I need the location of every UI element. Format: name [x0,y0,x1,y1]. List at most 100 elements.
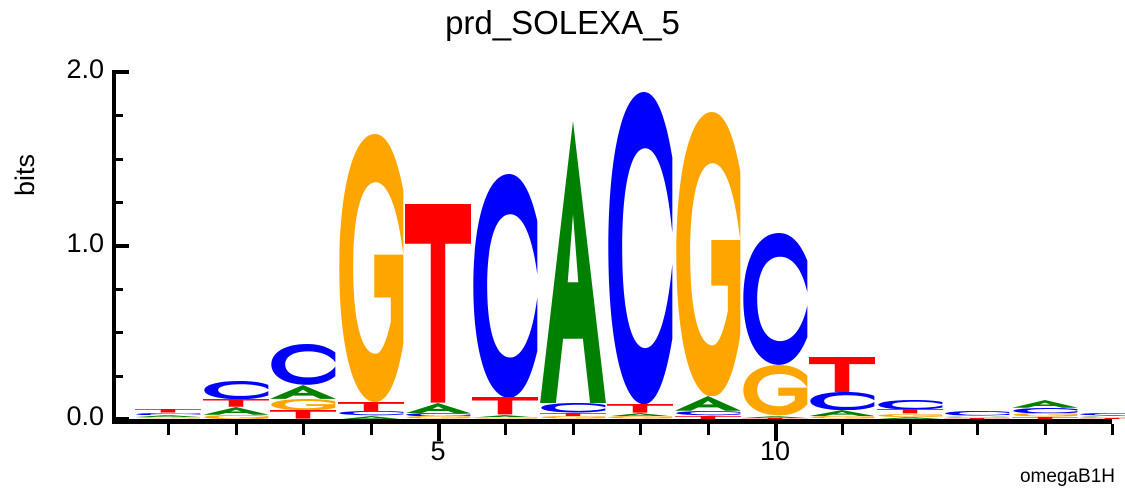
y-axis-minor-tick [112,374,123,378]
logo-letter-c [338,411,404,416]
logo-letter-a [1079,415,1125,417]
x-axis-minor-tick [504,424,508,435]
logo-letter-a [607,412,674,417]
logo-letter-c [270,344,336,386]
logo-letter-g [203,414,269,419]
logo-letter-c [203,380,269,400]
logo-stack-position-1 [135,409,202,419]
y-axis-major-tick [112,70,129,74]
logo-letter-a [135,415,202,418]
logo-letter-t [1011,416,1078,419]
logo-stack-position-12 [876,399,943,419]
logo-letter-c [1012,407,1078,414]
logo-letter-a [337,415,404,419]
logo-stack-position-14 [1011,399,1078,419]
logo-letter-g [540,416,606,419]
logo-stack-position-11 [809,356,876,419]
x-axis-minor-tick [167,424,171,435]
logo-stack-position-13 [944,410,1011,419]
logo-letter-g [135,417,201,419]
logo-letter-a [405,402,471,413]
logo-stack-position-2 [202,380,269,419]
logo-letter-g [944,416,1010,418]
x-axis-major-tick [437,424,441,441]
y-axis-tick-label: 2.0 [66,54,104,84]
y-axis-minor-tick [112,331,123,335]
logo-letter-a [742,415,808,418]
logo-letter-g [405,416,471,419]
x-axis-minor-tick [841,424,845,435]
x-axis-minor-tick [302,424,306,435]
logo-letter-a [202,406,269,415]
logo-letter-c [809,392,875,411]
logo-letter-a [674,396,741,412]
y-axis-minor-tick [112,201,123,205]
logo-letter-t [270,410,337,419]
logo-letter-t [135,409,202,413]
logo-stack-position-9 [674,111,741,419]
x-axis-minor-tick [1111,424,1114,435]
logo-letter-c [607,91,673,405]
logo-letter-g [809,416,875,419]
logo-letter-t [809,356,876,393]
logo-letter-a [944,415,1011,417]
x-axis-tick-label: 10 [759,436,791,466]
logo-letter-c [472,173,538,398]
logo-letter-g [1012,413,1078,417]
logo-letter-g [877,413,943,417]
logo-stack-position-15 [1079,412,1125,419]
logo-letter-t [202,399,269,407]
logo-stack-position-10 [742,233,808,419]
logo-letter-c [540,403,606,413]
logo-letter-t [607,404,674,413]
page-title: prd_SOLEXA_5 [445,4,680,41]
logo-letter-t [674,415,741,419]
x-axis-tick-label: 5 [430,436,446,466]
y-axis-tick-label: 1.0 [66,227,104,258]
logo-letter-a [539,120,606,404]
y-axis-major-tick [112,417,129,421]
x-axis-minor-tick [706,424,710,435]
x-axis-minor-tick [571,424,575,435]
logo-letter-t [539,412,606,417]
x-axis-line [112,419,1112,424]
logo-letter-g [270,399,336,411]
logo-stack-position-3 [270,344,337,419]
logo-letter-t [742,417,808,419]
x-axis-minor-tick [234,424,238,435]
logo-stack-position-6 [472,173,539,419]
y-axis-minor-tick [112,157,123,161]
logo-letter-c [405,412,471,417]
logo-letter-c [1079,412,1125,416]
x-axis-minor-tick [976,424,980,435]
logo-letter-a [1011,399,1078,408]
dataset-label: omegaB1H [1019,466,1115,487]
logo-letter-c [135,412,201,416]
logo-letter-c [944,410,1010,416]
y-axis-tick-label: 0.0 [66,401,104,431]
logo-letter-a [876,416,943,419]
logo-letter-t [337,401,404,412]
logo-letter-c [877,399,943,410]
logo-stack-position-5 [405,203,471,419]
y-axis-minor-tick [112,287,123,291]
y-axis-minor-tick [112,114,123,118]
logo-stack-position-8 [607,91,674,419]
logo-letter-g [607,416,673,419]
logo-letter-g [1079,416,1125,418]
logo-letter-c [675,411,741,416]
x-axis-major-tick [774,424,778,441]
logo-letter-a [270,385,337,400]
x-axis-minor-tick [1043,424,1047,435]
logo-letter-g [742,365,808,416]
logo-letter-t [944,417,1011,419]
logo-letter-g [675,111,741,397]
logo-letter-t [405,203,471,403]
logo-letter-a [809,410,876,417]
logo-stack-position-4 [337,133,404,419]
x-axis-minor-tick [639,424,643,435]
y-axis-label: bits [10,153,40,196]
logo-letter-t [1079,417,1125,419]
logo-letter-g [472,417,538,419]
x-axis-minor-tick [369,424,373,435]
